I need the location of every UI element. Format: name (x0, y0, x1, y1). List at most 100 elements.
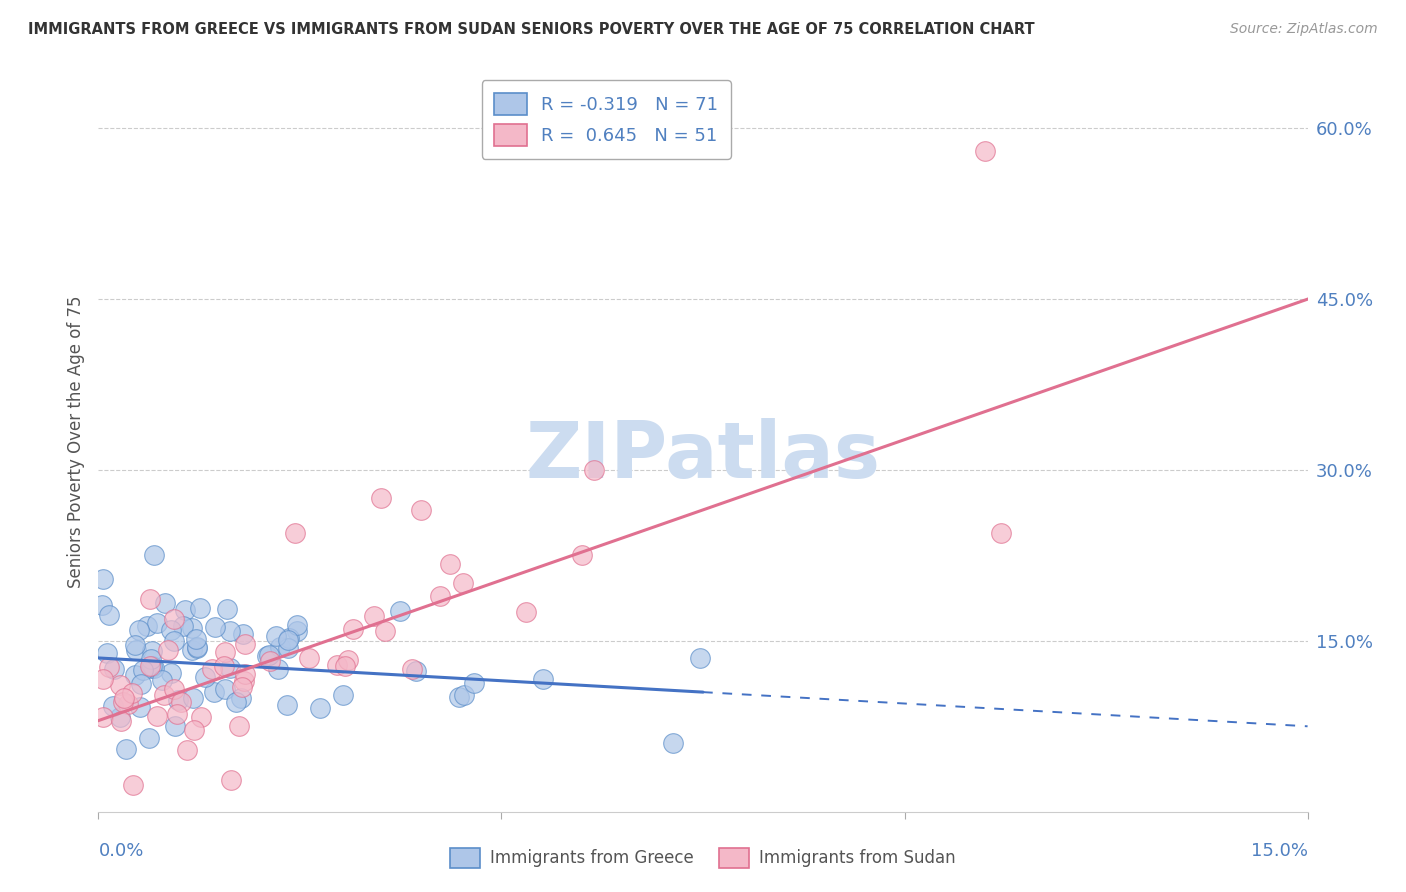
Point (143, 661, 166, 675)
Point (214, 659, 236, 673)
Point (91, 672, 114, 686)
Point (170, 695, 193, 709)
Point (429, 589, 451, 603)
Point (139, 652, 162, 666)
Point (451, 575, 474, 590)
Point (233, 666, 256, 681)
Point (214, 645, 236, 659)
Point (447, 690, 470, 705)
Point (990, 525, 1012, 540)
Point (98, 660, 121, 674)
Point (335, 659, 357, 673)
Point (125, 643, 148, 657)
Point (204, 620, 226, 634)
Point (153, 688, 176, 702)
Point (284, 526, 307, 541)
Legend: R = -0.319   N = 71, R =  0.645   N = 51: R = -0.319 N = 71, R = 0.645 N = 51 (482, 80, 731, 159)
Point (214, 681, 236, 696)
Point (138, 731, 160, 745)
Point (276, 698, 298, 713)
Point (363, 608, 385, 623)
Point (231, 626, 253, 640)
Point (285, 624, 308, 639)
Point (156, 643, 179, 657)
Point (228, 719, 250, 733)
Point (298, 651, 321, 665)
Point (159, 666, 181, 681)
Point (129, 677, 152, 691)
Point (401, 662, 423, 676)
Point (229, 691, 252, 706)
Point (190, 710, 212, 724)
Point (132, 663, 155, 677)
Point (439, 558, 461, 572)
Point (221, 773, 243, 788)
Point (277, 640, 299, 655)
Point (96, 646, 118, 660)
Point (112, 695, 135, 709)
Point (308, 701, 330, 715)
Point (91, 709, 114, 723)
Point (219, 624, 242, 638)
Text: ZIPatlas: ZIPatlas (526, 418, 880, 494)
Text: IMMIGRANTS FROM GREECE VS IMMIGRANTS FROM SUDAN SENIORS POVERTY OVER THE AGE OF : IMMIGRANTS FROM GREECE VS IMMIGRANTS FRO… (28, 22, 1035, 37)
Point (103, 662, 125, 676)
Point (571, 549, 593, 563)
Point (163, 682, 186, 697)
Point (582, 463, 605, 477)
Point (405, 664, 427, 678)
Text: 15.0%: 15.0% (1250, 842, 1308, 860)
Point (515, 605, 537, 619)
Point (150, 673, 173, 687)
Point (108, 710, 131, 724)
Point (124, 667, 146, 681)
Point (163, 612, 186, 626)
Point (181, 643, 204, 657)
Point (342, 622, 364, 636)
Point (128, 623, 150, 637)
Point (259, 654, 281, 668)
Legend: Immigrants from Greece, Immigrants from Sudan: Immigrants from Greece, Immigrants from … (444, 841, 962, 875)
Point (163, 719, 186, 733)
Point (194, 670, 217, 684)
Point (141, 658, 163, 673)
Point (166, 706, 188, 721)
Point (166, 693, 188, 707)
Point (146, 708, 169, 723)
Point (186, 632, 208, 646)
Point (117, 698, 139, 712)
Point (277, 631, 299, 645)
Y-axis label: Seniors Poverty Over the Age of 75: Seniors Poverty Over the Age of 75 (66, 295, 84, 588)
Text: 0.0%: 0.0% (98, 842, 143, 860)
Point (173, 603, 195, 617)
Point (689, 650, 711, 665)
Point (163, 633, 186, 648)
Point (138, 659, 160, 673)
Point (326, 657, 349, 672)
Point (232, 673, 254, 688)
Point (91, 598, 114, 612)
Point (183, 691, 205, 706)
Point (277, 632, 299, 647)
Point (264, 629, 287, 643)
Point (332, 688, 354, 702)
Point (409, 503, 432, 517)
Point (128, 700, 150, 714)
Point (256, 648, 278, 663)
Point (110, 677, 132, 691)
Point (155, 597, 177, 611)
Point (172, 619, 194, 633)
Point (374, 624, 396, 639)
Point (139, 660, 162, 674)
Point (269, 640, 291, 654)
Point (235, 638, 257, 652)
Point (142, 548, 165, 562)
Point (139, 592, 162, 607)
Point (176, 743, 198, 757)
Point (112, 691, 135, 706)
Point (463, 675, 485, 690)
Point (101, 698, 124, 713)
Point (97, 608, 120, 623)
Point (91, 573, 114, 587)
Point (190, 600, 212, 615)
